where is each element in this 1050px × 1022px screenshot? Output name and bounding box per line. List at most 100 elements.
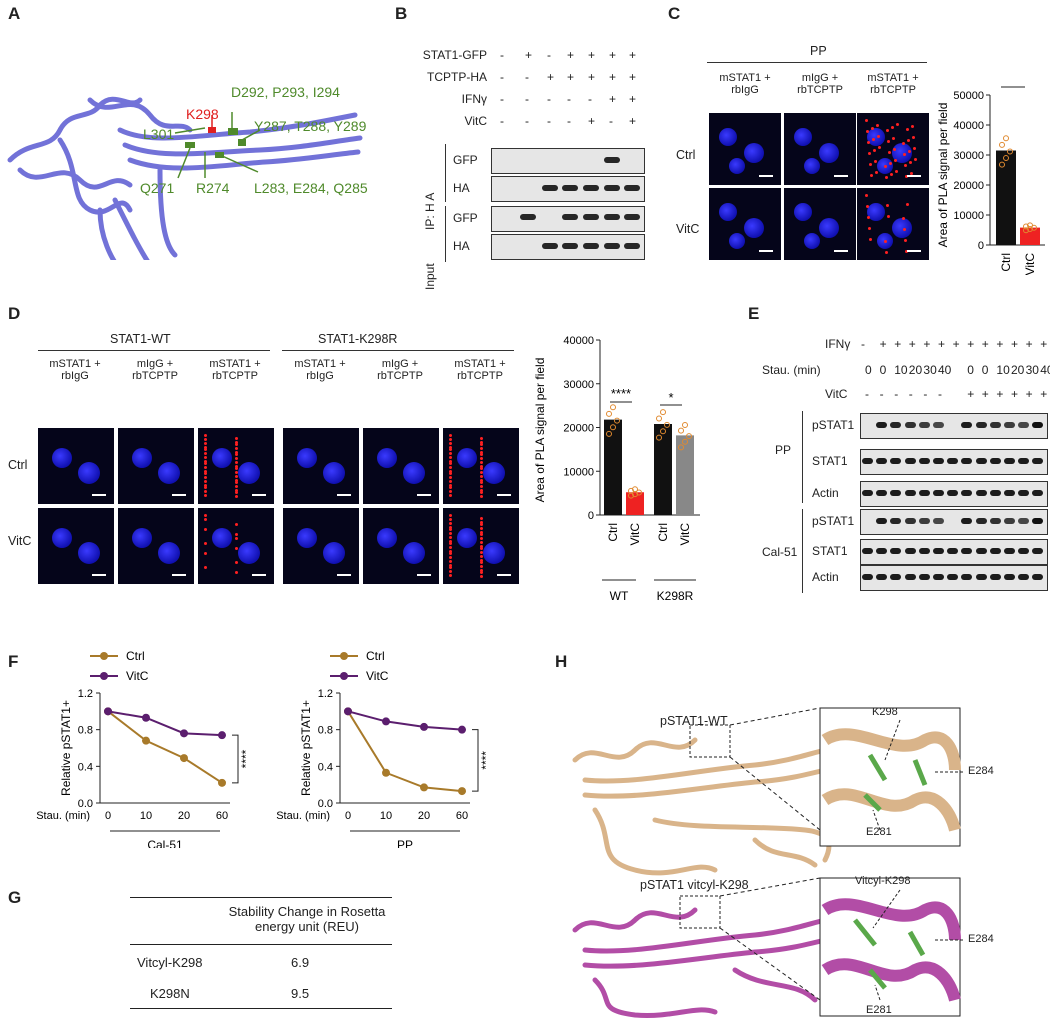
- blot-b-sign: +: [629, 114, 637, 128]
- data-point: [999, 141, 1005, 148]
- blot-b-sign: +: [629, 70, 637, 84]
- e-ifn-sign: +: [938, 337, 946, 351]
- panel-label-f: F: [8, 652, 19, 671]
- pla-dot: [449, 566, 452, 569]
- e-band: [975, 548, 987, 554]
- pla-dot: [480, 441, 483, 444]
- data-point: [682, 422, 688, 429]
- pla-dot: [204, 446, 207, 449]
- pla-dot: [204, 490, 207, 493]
- nucleus: [377, 528, 397, 548]
- scale-bar: [417, 494, 431, 496]
- panel-f-chart-pp: Ctrl VitC 0.0 0.4 0.8 1.2 0 10 20 60 Stau. (min) Re…: [276, 649, 493, 848]
- e-band: [989, 548, 1001, 554]
- panel-h-title-vitcyl: pSTAT1 vitcyl-K298: [640, 878, 749, 892]
- series-line: [107, 710, 223, 784]
- x-tick-label: 0: [105, 810, 111, 822]
- pla-dot: [480, 561, 483, 564]
- blot-b-sign: +: [567, 48, 575, 62]
- scale-bar: [834, 175, 848, 177]
- micrograph: [784, 113, 856, 185]
- panel-g-row2-value: 9.5: [291, 986, 310, 1001]
- pla-dot: [910, 172, 913, 175]
- e-ifn-sign: +: [923, 337, 931, 351]
- residue-label-k298: K298: [186, 106, 219, 122]
- pla-dot: [875, 171, 878, 174]
- blot-b-input-label: Input: [423, 263, 437, 290]
- series-line: [347, 710, 463, 731]
- e-vitc-sign: +: [1011, 387, 1019, 401]
- e-ifn-sign: +: [879, 337, 887, 351]
- panel-h-zoom2-e284: E284: [968, 933, 994, 945]
- e-band: [947, 574, 959, 580]
- pla-dot: [480, 485, 483, 488]
- e-band: [890, 548, 902, 554]
- pla-dot: [235, 453, 238, 456]
- e-band: [975, 518, 987, 524]
- pla-dot: [872, 138, 875, 141]
- nucleus: [78, 542, 100, 564]
- pla-dot: [235, 533, 238, 536]
- y-tick-label: 50000: [953, 90, 984, 102]
- nucleus: [744, 218, 764, 238]
- pla-dot: [885, 176, 888, 179]
- legend-marker: [100, 652, 108, 660]
- bar: [1020, 227, 1040, 245]
- blot-band: [624, 214, 640, 220]
- data-point: [218, 731, 226, 740]
- blot-b-divider: [445, 144, 446, 202]
- pla-dot: [235, 491, 238, 494]
- e-band: [890, 518, 902, 524]
- panel-label-d: D: [8, 304, 21, 323]
- data-point: [656, 415, 662, 422]
- data-point: [344, 707, 352, 716]
- pla-dot: [449, 472, 452, 475]
- pla-dot: [235, 489, 238, 492]
- pla-dot: [449, 494, 452, 497]
- pla-dot: [480, 443, 483, 446]
- e-band: [975, 574, 987, 580]
- pla-dot: [890, 173, 893, 176]
- e-band: [947, 490, 959, 496]
- micrograph: [709, 188, 781, 260]
- pla-dot: [887, 140, 890, 143]
- e-band: [1032, 548, 1044, 554]
- pla-dot: [908, 150, 911, 153]
- e-stau-value: 30: [923, 363, 937, 377]
- e-stau-value: 20: [1011, 363, 1025, 377]
- pla-dot: [449, 484, 452, 487]
- pla-dot: [204, 494, 207, 497]
- data-point: [382, 768, 390, 777]
- blot-b-sign: +: [547, 70, 555, 84]
- panel-c-col-label: mSTAT1 + rbIgG: [719, 72, 771, 96]
- pla-dot: [480, 545, 483, 548]
- blot-band: [542, 243, 558, 249]
- e-band: [961, 458, 973, 464]
- pla-dot: [235, 547, 238, 550]
- group-label: K298R: [657, 589, 694, 603]
- data-point: [632, 486, 638, 493]
- pla-dot: [449, 438, 452, 441]
- blot-band: [604, 157, 620, 163]
- nucleus: [729, 158, 745, 174]
- series-line: [347, 710, 463, 793]
- pla-dot: [235, 441, 238, 444]
- e-vitc-sign: -: [865, 387, 869, 401]
- residue-label-q271: Q271: [140, 180, 175, 196]
- pla-dot: [235, 485, 238, 488]
- x-tick-label: VitC: [1023, 253, 1037, 275]
- pla-dot: [896, 123, 899, 126]
- e-blot-label: pSTAT1: [812, 514, 855, 528]
- panel-c-col-label: mIgG + rbTCPTP: [797, 72, 843, 96]
- panel-label-b: B: [395, 4, 408, 23]
- panel-c-row-ctrl: Ctrl: [676, 148, 696, 162]
- panel-f-chart-cal51: Ctrl VitC 0.0 0.4 0.8 1.2 0 10 20 60 Stau. (min) Re…: [36, 649, 253, 848]
- e-band: [1004, 458, 1015, 464]
- pla-dot: [874, 160, 877, 163]
- pla-dot: [480, 571, 483, 574]
- pla-dot: [480, 565, 483, 568]
- pla-dot: [892, 137, 895, 140]
- panel-c-col-label: mSTAT1 + rbTCPTP: [867, 72, 919, 96]
- pla-dot: [480, 465, 483, 468]
- blot-band: [562, 185, 578, 191]
